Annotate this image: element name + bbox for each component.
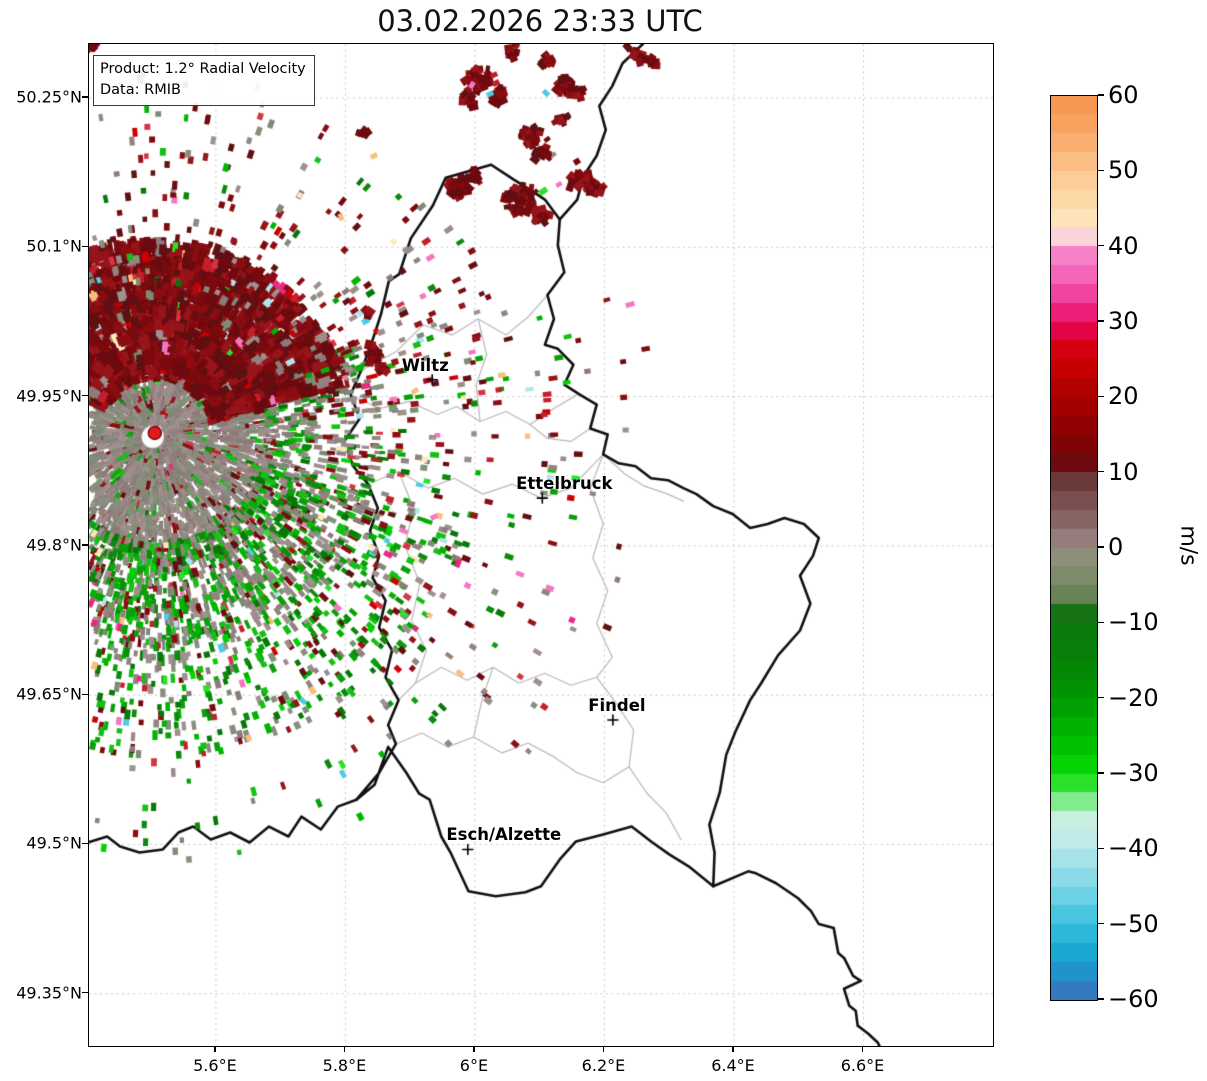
y-tick-mark [82,544,88,546]
y-tick-label: 50.25°N [16,87,82,107]
y-tick-mark [82,96,88,98]
y-tick-label: 49.35°N [16,983,82,1003]
colorbar-tick-label: 20 [1108,382,1139,411]
x-tick-label: 5.6°E [193,1056,237,1075]
city-label-ettelbruck: Ettelbruck [516,474,613,494]
colorbar-tick-label: −40 [1108,834,1159,863]
y-tick-mark [82,992,88,994]
y-tick-mark [82,842,88,845]
colorbar-tick-label: 60 [1108,81,1139,109]
colorbar-tick-label: 50 [1108,156,1139,185]
y-tick-label: 49.8°N [26,535,82,555]
x-tick-label: 6°E [459,1056,489,1075]
city-label-findel: Findel [588,696,646,716]
y-tick-mark [82,245,88,248]
colorbar [1050,95,1098,1001]
colorbar-tick-label: −10 [1108,608,1159,637]
map-panel: Product: 1.2° Radial Velocity Data: RMIB… [88,43,994,1047]
colorbar-unit-label: m/s [1175,525,1201,566]
y-tick-mark [82,395,88,397]
city-label-esch-alzette: Esch/Alzette [446,825,562,845]
colorbar-tick-mark [1098,94,1104,96]
colorbar-tick-label: 40 [1108,231,1139,260]
colorbar-tick-mark [1098,922,1104,925]
product-annotation-box: Product: 1.2° Radial Velocity Data: RMIB [93,55,315,107]
city-label-wiltz: Wiltz [401,355,449,375]
colorbar-tick-mark [1098,320,1104,322]
colorbar-tick-label: −60 [1108,985,1159,1013]
colorbar-tick-mark [1098,244,1104,247]
colorbar-tick-mark [1098,169,1104,172]
y-tick-label: 49.65°N [16,684,82,704]
x-tick-mark [602,1046,605,1052]
y-tick-label: 50.1°N [26,236,82,256]
x-tick-label: 6.2°E [581,1056,626,1075]
colorbar-tick-mark [1098,696,1104,699]
colorbar-tick-label: −30 [1108,759,1159,787]
x-tick-mark [473,1046,475,1052]
colorbar-tick-mark [1098,470,1104,473]
x-tick-label: 6.6°E [840,1056,885,1075]
x-tick-label: 6.4°E [711,1056,755,1075]
colorbar-tick-label: 10 [1108,457,1139,486]
colorbar-tick-label: 0 [1108,533,1124,561]
y-tick-label: 49.5°N [26,833,82,853]
colorbar-tick-mark [1098,772,1104,774]
colorbar-tick-label: −20 [1108,683,1159,712]
colorbar-tick-mark [1098,998,1104,1000]
data-source-label: Data: RMIB [100,82,181,99]
colorbar-tick-label: 30 [1108,307,1139,335]
x-tick-label: 5.8°E [322,1056,367,1075]
x-tick-mark [732,1046,734,1052]
x-tick-mark [343,1046,346,1052]
colorbar-tick-mark [1098,847,1104,850]
colorbar-tick-mark [1098,546,1104,548]
colorbar-tick-mark [1098,395,1104,398]
product-label: Product: 1.2° Radial Velocity [100,61,306,77]
figure-title: 03.02.2026 23:33 UTC [377,4,703,38]
x-tick-mark [861,1046,864,1052]
radar-map-canvas [89,44,993,1046]
x-tick-mark [214,1046,216,1052]
y-tick-mark [82,693,88,695]
colorbar-tick-label: −50 [1108,909,1159,938]
colorbar-tick-mark [1098,621,1104,624]
y-tick-label: 49.95°N [16,386,82,406]
